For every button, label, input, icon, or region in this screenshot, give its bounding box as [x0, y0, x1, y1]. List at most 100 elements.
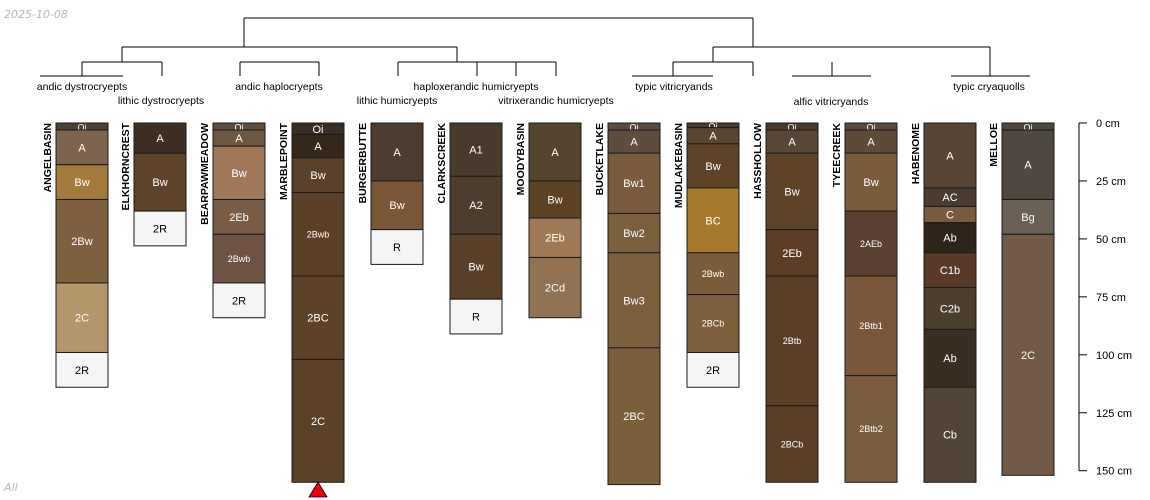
profile-name-bucketlake: BUCKETLAKE [594, 123, 606, 195]
profile-melloe: Oi A Bg 2C MELLOE [988, 122, 1055, 476]
group-label-1: andic dystrocryepts [37, 81, 127, 93]
profile-name-mudlakebasin: MUDLAKEBASIN [673, 123, 685, 208]
horizon-hasshollow-5 [765, 275, 819, 407]
horizon-habenome-5 [923, 252, 977, 289]
horizon-label-mudlakebasin-1: Oi [709, 121, 718, 131]
horizon-label-hasshollow-4: 2Eb [782, 248, 802, 260]
profile-bucketlake: Oi A Bw1 Bw2 Bw3 2BC BUCKETLAKE [594, 122, 661, 486]
horizon-label-melloe-3: Bg [1021, 212, 1034, 224]
horizon-label-marblepoint-4: 2Bwb [307, 230, 330, 240]
date-label: 2025-10-08 [4, 8, 68, 21]
horizon-bucketlake-6 [607, 347, 661, 486]
group-label-2: lithic dystrocryepts [118, 95, 204, 107]
horizon-label-tyeecreek-1: Oi [867, 122, 876, 132]
horizon-label-melloe-2: A [1024, 160, 1032, 172]
horizon-habenome-8 [923, 386, 977, 483]
horizon-label-bucketlake-1: Oi [630, 122, 639, 132]
depth-tick-label-100: 100 cm [1096, 350, 1132, 362]
horizon-label-marblepoint-2: A [314, 141, 322, 153]
horizon-label-bearpawmeadow-1: Oi [235, 122, 244, 132]
horizon-elkhorncrest-2 [133, 152, 187, 212]
group-label-5: haploxerandic humicryepts [414, 81, 539, 93]
horizon-elkhorncrest-1 [133, 122, 187, 154]
profile-moodybasin: A Bw 2Eb 2Cd MOODYBASIN [515, 122, 582, 319]
horizon-label-mudlakebasin-4: BC [705, 215, 720, 227]
depth-axis: 0 cm 25 cm 50 cm 75 cm 100 cm 125 cm 150 cm [1078, 118, 1132, 478]
horizon-label-marblepoint-3: Bw [310, 170, 325, 182]
horizon-burgerbutte-2 [370, 180, 424, 231]
horizon-label-clarkscreek-3: Bw [468, 262, 483, 274]
horizon-label-hasshollow-3: Bw [784, 186, 799, 198]
horizon-label-burgerbutte-2: Bw [389, 200, 404, 212]
horizon-label-habenome-1: A [946, 150, 954, 162]
profile-name-marblepoint: MARBLEPOINT [278, 122, 290, 200]
horizon-label-angelbasin-6: 2R [75, 365, 89, 377]
horizon-hasshollow-3 [765, 152, 819, 231]
horizon-label-elkhorncrest-2: Bw [152, 177, 167, 189]
horizon-burgerbutte-3 [370, 229, 424, 265]
profile-name-melloe: MELLOE [988, 123, 1000, 167]
horizon-label-mudlakebasin-2: A [709, 131, 717, 143]
depth-tick-label-150: 150 cm [1096, 466, 1132, 478]
profile-clarkscreek: A1 A2 Bw R CLARKSCREEK [436, 122, 503, 335]
horizon-label-hasshollow-6: 2BCb [781, 439, 804, 449]
depth-tick-label-125: 125 cm [1096, 408, 1132, 420]
horizon-label-moodybasin-2: Bw [547, 194, 562, 206]
horizon-clarkscreek-4 [449, 298, 503, 335]
profile-name-angelbasin: ANGELBASIN [42, 123, 54, 192]
depth-tick-label-75: 75 cm [1096, 292, 1126, 304]
horizon-label-mudlakebasin-3: Bw [705, 161, 720, 173]
horizon-label-bucketlake-4: Bw2 [623, 228, 644, 240]
horizon-label-hasshollow-1: Oi [788, 122, 797, 132]
horizon-melloe-4 [1001, 233, 1055, 476]
horizon-label-bucketlake-5: Bw3 [623, 295, 644, 307]
horizon-label-mudlakebasin-7: 2R [706, 365, 720, 377]
profile-mudlakebasin: OiA Bw BC 2Bwb 2BCb 2R MUDLAKEBASIN [673, 121, 740, 388]
horizon-bearpawmeadow-3 [212, 145, 266, 200]
horizon-melloe-2 [1001, 129, 1055, 200]
horizon-bearpawmeadow-6 [212, 282, 266, 319]
horizon-label-marblepoint-5: 2BC [307, 313, 328, 325]
group-label-7: typic vitricryands [635, 81, 713, 93]
horizon-label-tyeecreek-3: Bw [863, 177, 878, 189]
group-label-3: andic haplocryepts [235, 81, 323, 93]
profile-name-moodybasin: MOODYBASIN [515, 123, 527, 195]
profile-name-hasshollow: HASSHOLLOW [752, 123, 764, 199]
horizon-marblepoint-4 [291, 192, 345, 277]
horizon-melloe-3 [1001, 198, 1055, 235]
horizon-marblepoint-5 [291, 275, 345, 360]
depth-tick-label-50: 50 cm [1096, 234, 1126, 246]
horizon-clarkscreek-2 [449, 175, 503, 235]
horizon-angelbasin-2 [55, 129, 109, 166]
horizon-label-hasshollow-5: 2Btb [783, 336, 802, 346]
horizon-label-angelbasin-3: Bw [74, 177, 89, 189]
horizon-label-angelbasin-5: 2C [75, 313, 89, 325]
horizon-moodybasin-2 [528, 180, 582, 219]
horizon-label-habenome-6: C2b [940, 303, 960, 315]
group-label-6: vitrixerandic humicryepts [498, 95, 614, 107]
truncation-marker [308, 481, 328, 498]
horizon-mudlakebasin-4 [686, 187, 740, 254]
horizon-label-melloe-1: Oi [1024, 122, 1033, 132]
profile-name-habenome: HABENOME [910, 123, 922, 184]
profile-name-clarkscreek: CLARKSCREEK [436, 123, 448, 204]
profile-tyeecreek: Oi A Bw 2AEb 2Btb1 2Btb2 TYEECREEK [831, 122, 898, 483]
horizon-label-angelbasin-2: A [78, 142, 86, 154]
horizon-label-burgerbutte-1: A [393, 147, 401, 159]
horizon-label-clarkscreek-4: R [472, 312, 480, 324]
horizon-label-clarkscreek-1: A1 [469, 145, 482, 157]
horizon-habenome-6 [923, 287, 977, 330]
horizon-habenome-7 [923, 328, 977, 388]
group-label-8: alfic vitricryands [794, 96, 869, 108]
horizon-label-habenome-5: C1b [940, 265, 960, 277]
horizon-hasshollow-6 [765, 405, 819, 483]
horizon-label-bearpawmeadow-3: Bw [231, 168, 246, 180]
subset-label: All [4, 481, 18, 494]
horizon-moodybasin-1 [528, 122, 582, 182]
horizon-moodybasin-4 [528, 256, 582, 319]
horizon-bearpawmeadow-5 [212, 233, 266, 284]
horizon-habenome-4 [923, 222, 977, 254]
horizon-mudlakebasin-6 [686, 294, 740, 353]
horizon-angelbasin-3 [55, 164, 109, 200]
